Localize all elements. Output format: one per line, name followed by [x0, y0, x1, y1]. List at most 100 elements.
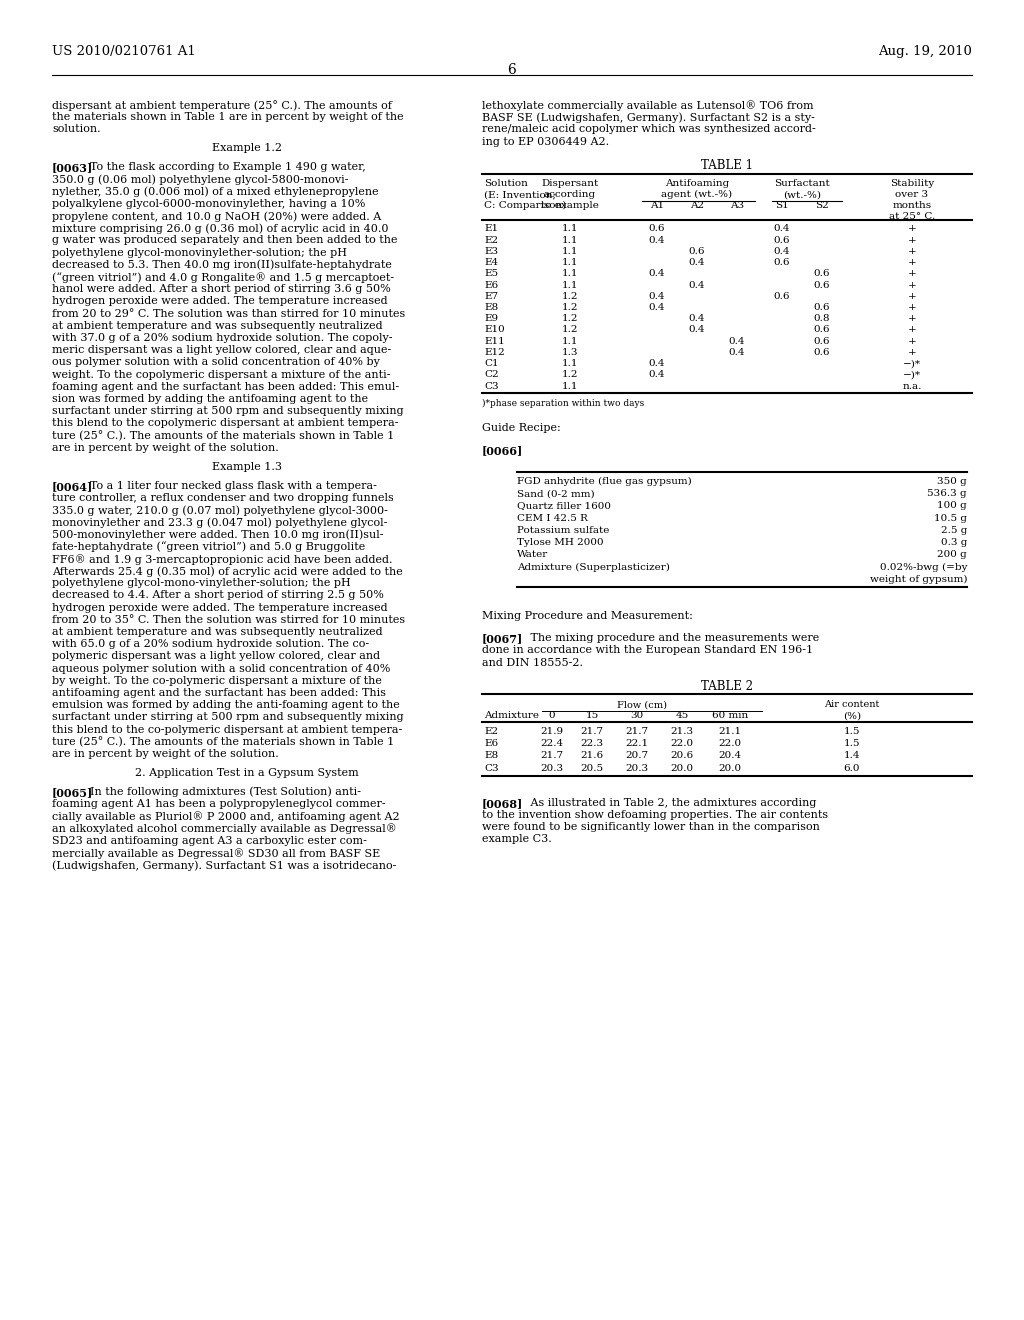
Text: 21.7: 21.7: [541, 751, 563, 760]
Text: n.a.: n.a.: [902, 381, 922, 391]
Text: )*phase separation within two days: )*phase separation within two days: [482, 399, 644, 408]
Text: 0.4: 0.4: [689, 326, 706, 334]
Text: C3: C3: [484, 381, 499, 391]
Text: decreased to 5.3. Then 40.0 mg iron(II)sulfate-heptahydrate: decreased to 5.3. Then 40.0 mg iron(II)s…: [52, 260, 392, 271]
Text: E12: E12: [484, 348, 505, 356]
Text: 1.1: 1.1: [562, 247, 579, 256]
Text: To a 1 liter four necked glass flask with a tempera-: To a 1 liter four necked glass flask wit…: [90, 480, 377, 491]
Text: Potassium sulfate: Potassium sulfate: [517, 525, 609, 535]
Text: and DIN 18555-2.: and DIN 18555-2.: [482, 657, 583, 668]
Text: 20.0: 20.0: [671, 764, 693, 772]
Text: [0066]: [0066]: [482, 445, 523, 457]
Text: 0.4: 0.4: [689, 314, 706, 323]
Text: FF6® and 1.9 g 3-mercaptopropionic acid have been added.: FF6® and 1.9 g 3-mercaptopropionic acid …: [52, 554, 392, 565]
Text: 0.6: 0.6: [814, 348, 830, 356]
Text: 0.02%-bwg (=by: 0.02%-bwg (=by: [880, 562, 967, 572]
Text: Quartz filler 1600: Quartz filler 1600: [517, 502, 611, 511]
Text: 0.6: 0.6: [649, 224, 666, 234]
Text: example C3.: example C3.: [482, 834, 552, 845]
Text: ture (25° C.). The amounts of the materials shown in Table 1: ture (25° C.). The amounts of the materi…: [52, 737, 394, 747]
Text: 100 g: 100 g: [937, 502, 967, 511]
Text: 1.2: 1.2: [562, 304, 579, 312]
Text: months: months: [893, 201, 932, 210]
Text: 10.5 g: 10.5 g: [934, 513, 967, 523]
Text: weight of gypsum): weight of gypsum): [869, 574, 967, 583]
Text: 22.0: 22.0: [719, 739, 741, 748]
Text: 1.5: 1.5: [844, 739, 860, 748]
Text: CEM I 42.5 R: CEM I 42.5 R: [517, 513, 588, 523]
Text: done in accordance with the European Standard EN 196-1: done in accordance with the European Sta…: [482, 645, 813, 655]
Text: SD23 and antifoaming agent A3 a carboxylic ester com-: SD23 and antifoaming agent A3 a carboxyl…: [52, 836, 367, 846]
Text: ous polymer solution with a solid concentration of 40% by: ous polymer solution with a solid concen…: [52, 358, 380, 367]
Text: 22.1: 22.1: [626, 739, 648, 748]
Text: The mixing procedure and the measurements were: The mixing procedure and the measurement…: [520, 634, 819, 643]
Text: to the invention show defoaming properties. The air contents: to the invention show defoaming properti…: [482, 810, 828, 820]
Text: [0064]: [0064]: [52, 480, 93, 491]
Text: +: +: [907, 281, 916, 289]
Text: 1.1: 1.1: [562, 236, 579, 244]
Text: E7: E7: [484, 292, 498, 301]
Text: mixture comprising 26.0 g (0.36 mol) of acrylic acid in 40.0: mixture comprising 26.0 g (0.36 mol) of …: [52, 223, 388, 234]
Text: g water was produced separately and then been added to the: g water was produced separately and then…: [52, 235, 397, 246]
Text: E6: E6: [484, 281, 498, 289]
Text: E8: E8: [484, 304, 498, 312]
Text: BASF SE (Ludwigshafen, Germany). Surfactant S2 is a sty-: BASF SE (Ludwigshafen, Germany). Surfact…: [482, 112, 815, 123]
Text: (Ludwigshafen, Germany). Surfactant S1 was a isotridecano-: (Ludwigshafen, Germany). Surfactant S1 w…: [52, 861, 396, 871]
Text: E1: E1: [484, 224, 498, 234]
Text: E2: E2: [484, 236, 498, 244]
Text: Example 1.3: Example 1.3: [212, 462, 282, 471]
Text: from 20 to 29° C. The solution was than stirred for 10 minutes: from 20 to 29° C. The solution was than …: [52, 309, 406, 318]
Text: 536.3 g: 536.3 g: [928, 490, 967, 498]
Text: E8: E8: [484, 751, 498, 760]
Text: Antifoaming: Antifoaming: [665, 180, 729, 189]
Text: 20.3: 20.3: [626, 764, 648, 772]
Text: Surfactant: Surfactant: [774, 180, 829, 189]
Text: 2. Application Test in a Gypsum System: 2. Application Test in a Gypsum System: [135, 768, 358, 777]
Text: Example 1.2: Example 1.2: [212, 144, 282, 153]
Text: 0.4: 0.4: [649, 359, 666, 368]
Text: are in percent by weight of the solution.: are in percent by weight of the solution…: [52, 748, 279, 759]
Text: E5: E5: [484, 269, 498, 279]
Text: 0.4: 0.4: [774, 247, 791, 256]
Text: at ambient temperature and was subsequently neutralized: at ambient temperature and was subsequen…: [52, 321, 383, 331]
Text: Aug. 19, 2010: Aug. 19, 2010: [879, 45, 972, 58]
Text: 30: 30: [631, 711, 644, 721]
Text: E10: E10: [484, 326, 505, 334]
Text: FGD anhydrite (flue gas gypsum): FGD anhydrite (flue gas gypsum): [517, 477, 692, 486]
Text: the materials shown in Table 1 are in percent by weight of the: the materials shown in Table 1 are in pe…: [52, 112, 403, 123]
Text: 22.3: 22.3: [581, 739, 603, 748]
Text: sion was formed by adding the antifoaming agent to the: sion was formed by adding the antifoamin…: [52, 393, 368, 404]
Text: according: according: [544, 190, 596, 199]
Text: agent (wt.-%): agent (wt.-%): [662, 190, 732, 199]
Text: US 2010/0210761 A1: US 2010/0210761 A1: [52, 45, 196, 58]
Text: +: +: [907, 224, 916, 234]
Text: 335.0 g water, 210.0 g (0.07 mol) polyethylene glycol-3000-: 335.0 g water, 210.0 g (0.07 mol) polyet…: [52, 506, 388, 516]
Text: +: +: [907, 259, 916, 267]
Text: meric dispersant was a light yellow colored, clear and aque-: meric dispersant was a light yellow colo…: [52, 346, 391, 355]
Text: 0.6: 0.6: [689, 247, 706, 256]
Text: hydrogen peroxide were added. The temperature increased: hydrogen peroxide were added. The temper…: [52, 603, 388, 612]
Text: 20.7: 20.7: [626, 751, 648, 760]
Text: 1.1: 1.1: [562, 259, 579, 267]
Text: over 3: over 3: [895, 190, 929, 199]
Text: 0.3 g: 0.3 g: [941, 539, 967, 546]
Text: an alkoxylated alcohol commercially available as Degressal®: an alkoxylated alcohol commercially avai…: [52, 824, 396, 834]
Text: this blend to the co-polymeric dispersant at ambient tempera-: this blend to the co-polymeric dispersan…: [52, 725, 402, 735]
Text: +: +: [907, 292, 916, 301]
Text: at 25° C.: at 25° C.: [889, 213, 935, 222]
Text: 500-monovinylether were added. Then 10.0 mg iron(II)sul-: 500-monovinylether were added. Then 10.0…: [52, 529, 384, 540]
Text: 45: 45: [676, 711, 688, 721]
Text: C3: C3: [484, 764, 499, 772]
Text: 20.6: 20.6: [671, 751, 693, 760]
Text: this blend to the copolymeric dispersant at ambient tempera-: this blend to the copolymeric dispersant…: [52, 418, 398, 429]
Text: 21.9: 21.9: [541, 727, 563, 737]
Text: Solution: Solution: [484, 180, 528, 189]
Text: nylether, 35.0 g (0.006 mol) of a mixed ethylenepropylene: nylether, 35.0 g (0.006 mol) of a mixed …: [52, 186, 379, 197]
Text: −)*: −)*: [903, 359, 921, 368]
Text: S2: S2: [815, 201, 828, 210]
Text: 6: 6: [508, 63, 516, 77]
Text: C2: C2: [484, 371, 499, 379]
Text: Dispersant: Dispersant: [542, 180, 599, 189]
Text: are in percent by weight of the solution.: are in percent by weight of the solution…: [52, 442, 279, 453]
Text: Guide Recipe:: Guide Recipe:: [482, 424, 561, 433]
